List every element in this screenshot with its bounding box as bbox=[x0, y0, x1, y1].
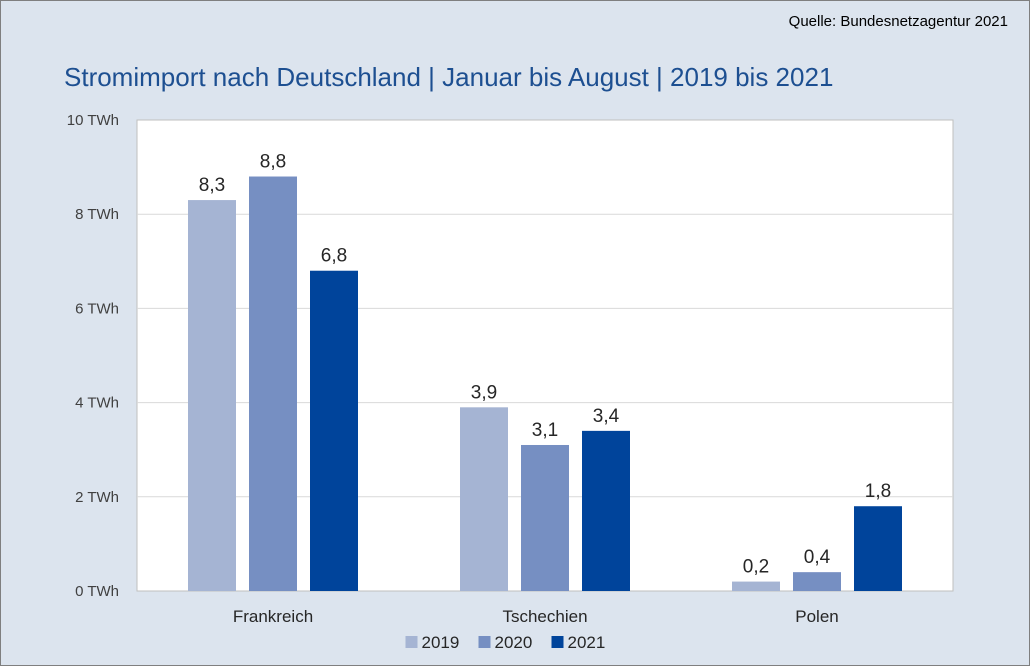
legend-label: 2019 bbox=[422, 633, 460, 652]
y-tick-label: 2 TWh bbox=[75, 489, 119, 506]
bar-2019-frankreich bbox=[188, 200, 236, 591]
data-label: 8,3 bbox=[199, 175, 225, 196]
bar-2020-polen bbox=[793, 572, 841, 591]
x-category-label: Frankreich bbox=[233, 607, 313, 626]
x-category-label: Tschechien bbox=[502, 607, 587, 626]
y-axis: 0 TWh 2 TWh 4 TWh 6 TWh 8 TWh 10 TWh bbox=[67, 112, 119, 600]
data-label: 6,8 bbox=[321, 246, 347, 267]
data-label: 1,8 bbox=[865, 481, 891, 502]
data-labels: 8,3 8,8 6,8 3,9 3,1 3,4 0,2 0,4 1,8 bbox=[199, 152, 891, 578]
chart-title: Stromimport nach Deutschland | Januar bi… bbox=[64, 62, 834, 92]
y-tick-label: 10 TWh bbox=[67, 112, 119, 129]
data-label: 3,9 bbox=[471, 382, 497, 403]
bar-2020-frankreich bbox=[249, 176, 297, 591]
legend-swatch bbox=[551, 636, 564, 648]
legend-swatch bbox=[405, 636, 418, 648]
legend-label: 2021 bbox=[568, 633, 606, 652]
x-axis: Frankreich Tschechien Polen bbox=[233, 607, 839, 626]
bar-2019-tschechien bbox=[460, 407, 508, 591]
y-tick-label: 6 TWh bbox=[75, 300, 119, 317]
legend-label: 2020 bbox=[495, 633, 533, 652]
data-label: 3,1 bbox=[532, 420, 558, 441]
bar-2020-tschechien bbox=[521, 444, 569, 591]
bar-2021-tschechien bbox=[582, 430, 630, 591]
x-category-label: Polen bbox=[795, 607, 838, 626]
data-label: 3,4 bbox=[593, 406, 620, 427]
y-tick-label: 4 TWh bbox=[75, 395, 119, 412]
data-label: 8,8 bbox=[260, 152, 286, 173]
legend: 2019 2020 2021 bbox=[405, 633, 606, 652]
y-tick-label: 0 TWh bbox=[75, 583, 119, 600]
bar-2019-polen bbox=[732, 581, 780, 591]
legend-swatch bbox=[478, 636, 491, 648]
data-label: 0,2 bbox=[743, 557, 769, 578]
bar-2021-polen bbox=[854, 506, 902, 591]
data-label: 0,4 bbox=[804, 547, 831, 568]
bar-2021-frankreich bbox=[310, 270, 358, 591]
bars bbox=[188, 176, 902, 591]
source-note: Quelle: Bundesnetzagentur 2021 bbox=[788, 13, 1008, 30]
y-tick-label: 8 TWh bbox=[75, 206, 119, 223]
